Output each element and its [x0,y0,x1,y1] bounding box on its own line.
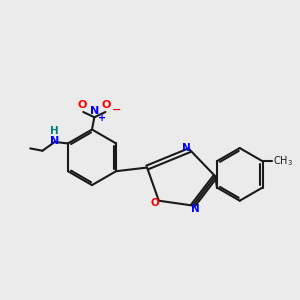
Text: O: O [150,198,159,208]
Text: O: O [77,100,87,110]
Text: H: H [50,125,58,136]
Text: N: N [50,136,59,146]
Text: N: N [191,204,200,214]
Text: −: − [112,105,121,115]
Text: CH$_3$: CH$_3$ [273,154,293,168]
Text: +: + [98,113,106,123]
Text: N: N [90,106,99,116]
Text: O: O [102,100,111,110]
Text: N: N [182,143,191,153]
